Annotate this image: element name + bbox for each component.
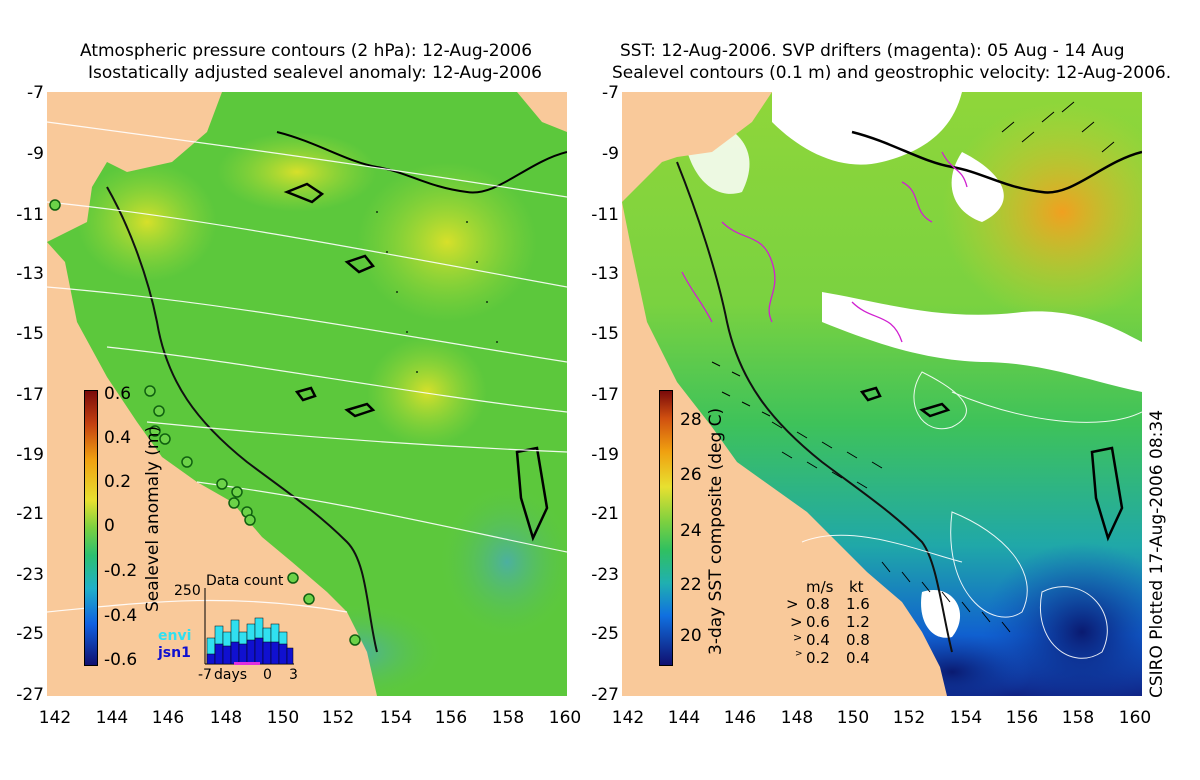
velocity-legend-arrow-3: > [793,631,803,644]
left-cbar-tick-3: 0.2 [104,472,132,492]
right-xtick-8: 156 [1005,708,1039,728]
right-xtick-1: 142 [611,708,645,728]
left-ytick-10: -25 [16,624,44,644]
left-ytick-2: -9 [27,144,44,164]
right-title-line2: Sealevel contours (0.1 m) and geostrophi… [612,63,1172,83]
velocity-legend-ms-1: 0.8 [806,595,830,613]
left-xtick-4: 148 [209,708,243,728]
left-cbar-tick-6: -0.4 [104,606,138,626]
inset-ymax: 250 [174,583,201,599]
left-ytick-1: -7 [27,83,44,103]
left-cbar-tick-1: 0.6 [104,384,132,404]
right-xtick-2: 144 [667,708,701,728]
right-ytick-5: -15 [591,324,619,344]
velocity-legend-kt-4: 0.4 [846,649,870,667]
left-ytick-5: -15 [16,324,44,344]
left-ytick-3: -11 [16,205,44,225]
left-xtick-8: 156 [434,708,468,728]
right-ytick-11: -27 [591,685,619,705]
right-ytick-9: -23 [591,565,619,585]
right-xtick-3: 146 [723,708,757,728]
right-xtick-10: 160 [1118,708,1152,728]
left-ytick-9: -23 [16,565,44,585]
velocity-legend-ms-2: 0.6 [806,613,830,631]
right-ytick-2: -9 [602,144,619,164]
left-xtick-7: 154 [379,708,413,728]
left-xtick-3: 146 [151,708,185,728]
left-title-line2: Isostatically adjusted sealevel anomaly:… [88,63,542,83]
left-cbar-tick-5: -0.2 [104,561,138,581]
right-cbar-tick-3: 24 [680,521,702,541]
left-ytick-7: -19 [16,445,44,465]
left-ytick-11: -27 [16,685,44,705]
inset-series-envi: envi [158,628,192,644]
left-title-line1: Atmospheric pressure contours (2 hPa): 1… [80,41,533,61]
left-ytick-6: -17 [16,385,44,405]
right-colorbar-label: 3-day SST composite (deg C) [706,407,726,655]
inset-xtick-4: 3 [289,667,298,683]
velocity-legend-kt-3: 0.8 [846,631,870,649]
right-title-line1: SST: 12-Aug-2006. SVP drifters (magenta)… [620,41,1125,61]
right-ytick-3: -11 [591,205,619,225]
velocity-legend-ms-header: m/s [806,578,834,596]
left-xtick-5: 150 [266,708,300,728]
right-ytick-4: -13 [591,264,619,284]
velocity-legend-arrow-4: > [795,649,803,659]
inset-xtick-1: -7 [198,667,212,683]
right-xtick-9: 158 [1061,708,1095,728]
right-ytick-7: -19 [591,445,619,465]
left-xtick-10: 160 [548,708,582,728]
velocity-legend-kt-2: 1.2 [846,613,870,631]
right-colorbar [659,390,673,666]
left-cbar-tick-2: 0.4 [104,428,132,448]
left-cbar-tick-4: 0 [104,516,115,536]
right-ytick-1: -7 [602,83,619,103]
inset-xtick-2: days [214,667,248,683]
right-ytick-8: -21 [591,504,619,524]
left-ytick-4: -13 [16,264,44,284]
velocity-legend-arrow-2: > [790,613,803,631]
inset-title: Data count [206,573,284,589]
right-xtick-7: 154 [949,708,983,728]
left-xtick-6: 152 [321,708,355,728]
right-xtick-5: 150 [836,708,870,728]
velocity-legend-kt-header: kt [849,578,864,596]
left-ytick-8: -21 [16,504,44,524]
plot-credit: CSIRO Plotted 17-Aug-2006 08:34 [1147,409,1167,698]
right-cbar-tick-4: 22 [680,575,702,595]
right-ytick-10: -25 [591,624,619,644]
velocity-legend-ms-4: 0.2 [806,649,830,667]
left-xtick-2: 144 [95,708,129,728]
left-colorbar-label: Sealevel anomaly (m) [143,425,163,612]
velocity-legend-ms-3: 0.4 [806,631,830,649]
velocity-legend-kt-1: 1.6 [846,595,870,613]
right-xtick-6: 152 [892,708,926,728]
right-cbar-tick-2: 26 [680,465,702,485]
left-xtick-9: 158 [491,708,525,728]
right-map-panel [622,92,1142,696]
left-colorbar [84,390,98,666]
left-map-panel [47,92,567,696]
right-ytick-6: -17 [591,385,619,405]
right-xtick-4: 148 [780,708,814,728]
left-xtick-1: 142 [38,708,72,728]
inset-series-jsn1: jsn1 [158,645,191,661]
data-count-bars [204,588,294,665]
right-cbar-tick-5: 20 [680,626,702,646]
velocity-legend-arrow-1: > [786,595,799,613]
right-cbar-tick-1: 28 [680,410,702,430]
left-cbar-tick-7: -0.6 [104,650,138,670]
inset-xtick-3: 0 [263,667,272,683]
